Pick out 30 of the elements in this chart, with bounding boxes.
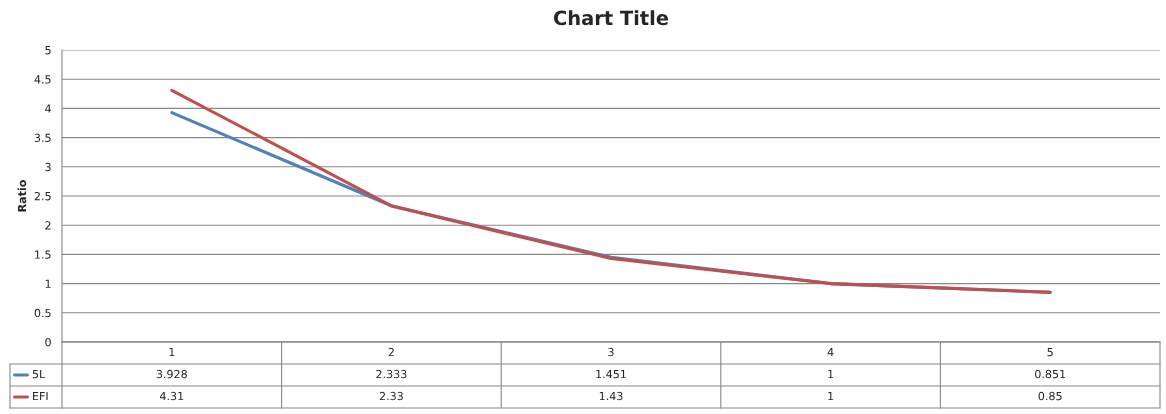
y-tick-label: 0: [45, 337, 51, 347]
data-label: 3.928: [156, 369, 187, 379]
legend-label: EFI: [33, 391, 48, 401]
data-label: 1.43: [599, 391, 623, 401]
data-label: 1.451: [596, 369, 626, 379]
y-axis-title: Ratio: [17, 180, 27, 212]
data-label: 2.333: [376, 369, 407, 379]
y-tick-label: 2: [45, 221, 51, 230]
data-label: 1: [828, 391, 834, 401]
y-tick-label: 1.5: [35, 250, 51, 259]
data-label: 1: [828, 369, 834, 379]
y-tick-label: 3.5: [34, 133, 51, 142]
chart-title: Chart Title: [553, 10, 669, 26]
data-label: 0.851: [1035, 369, 1066, 379]
legend-label: 5L: [32, 369, 46, 379]
y-tick-label: 4.5: [34, 75, 51, 84]
x-tick-label: 2: [388, 347, 394, 357]
x-tick-label: 1: [169, 347, 175, 357]
x-tick-label: 3: [608, 347, 614, 357]
y-tick-label: 4: [45, 104, 51, 113]
y-tick-label: 3: [45, 162, 51, 172]
data-label: 4.31: [159, 391, 184, 401]
y-tick-label: 0.5: [34, 308, 51, 318]
y-tick-label: 1: [45, 279, 51, 288]
x-tick-label: 5: [1047, 347, 1053, 357]
x-tick-label: 4: [827, 347, 834, 357]
y-tick-label: 2.5: [34, 191, 51, 201]
data-label: 2.33: [379, 391, 403, 401]
y-tick-label: 5: [45, 46, 51, 55]
data-label: 0.85: [1038, 391, 1062, 401]
